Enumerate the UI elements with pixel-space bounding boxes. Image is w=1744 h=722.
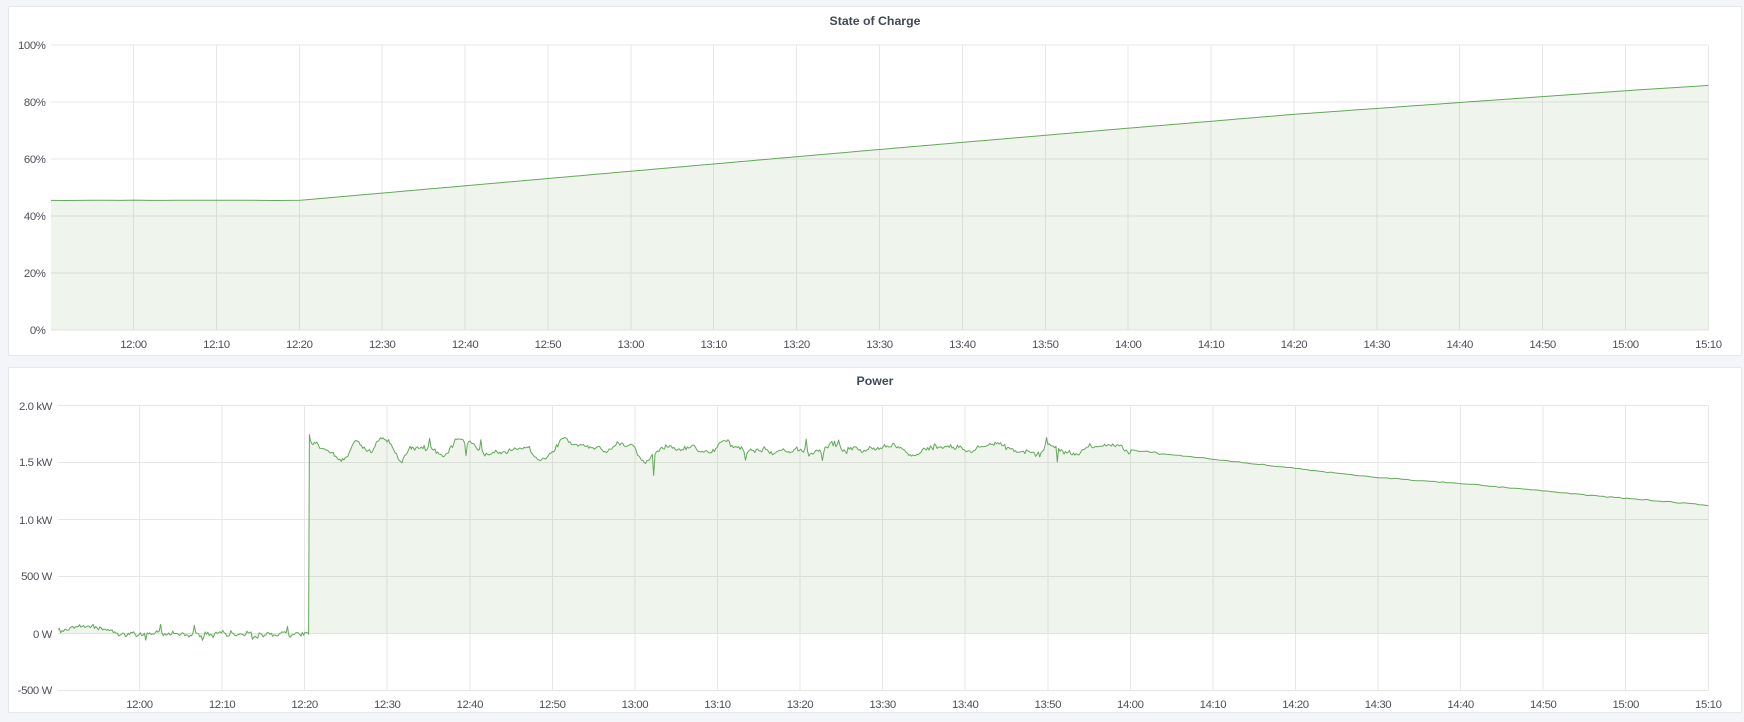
svg-text:60%: 60% bbox=[24, 154, 46, 166]
svg-text:500 W: 500 W bbox=[21, 571, 53, 583]
svg-text:0 W: 0 W bbox=[33, 629, 53, 641]
svg-text:15:00: 15:00 bbox=[1612, 699, 1639, 711]
svg-text:0%: 0% bbox=[30, 325, 46, 337]
svg-text:13:50: 13:50 bbox=[1035, 699, 1062, 711]
svg-text:13:10: 13:10 bbox=[700, 339, 727, 351]
svg-text:2.0 kW: 2.0 kW bbox=[19, 401, 53, 413]
svg-text:14:20: 14:20 bbox=[1281, 339, 1308, 351]
svg-text:12:40: 12:40 bbox=[452, 339, 479, 351]
svg-text:12:20: 12:20 bbox=[291, 699, 318, 711]
svg-text:1.0 kW: 1.0 kW bbox=[19, 515, 53, 527]
svg-text:12:50: 12:50 bbox=[539, 699, 566, 711]
svg-text:14:00: 14:00 bbox=[1115, 339, 1142, 351]
svg-text:40%: 40% bbox=[24, 211, 46, 223]
svg-text:13:20: 13:20 bbox=[787, 699, 814, 711]
svg-text:20%: 20% bbox=[24, 268, 46, 280]
svg-text:12:00: 12:00 bbox=[120, 339, 147, 351]
svg-text:12:30: 12:30 bbox=[374, 699, 401, 711]
svg-text:13:40: 13:40 bbox=[949, 339, 976, 351]
svg-text:13:40: 13:40 bbox=[952, 699, 979, 711]
svg-text:13:30: 13:30 bbox=[869, 699, 896, 711]
svg-text:-500 W: -500 W bbox=[18, 685, 53, 697]
svg-text:14:10: 14:10 bbox=[1200, 699, 1227, 711]
svg-text:13:00: 13:00 bbox=[618, 339, 645, 351]
svg-text:15:10: 15:10 bbox=[1695, 699, 1722, 711]
svg-text:14:40: 14:40 bbox=[1447, 699, 1474, 711]
svg-text:12:10: 12:10 bbox=[209, 699, 236, 711]
svg-text:12:50: 12:50 bbox=[535, 339, 562, 351]
svg-text:13:50: 13:50 bbox=[1032, 339, 1059, 351]
svg-text:12:30: 12:30 bbox=[369, 339, 396, 351]
svg-text:14:30: 14:30 bbox=[1364, 339, 1391, 351]
svg-text:14:50: 14:50 bbox=[1529, 339, 1556, 351]
svg-text:14:00: 14:00 bbox=[1117, 699, 1144, 711]
svg-text:13:20: 13:20 bbox=[783, 339, 810, 351]
svg-text:1.5 kW: 1.5 kW bbox=[19, 457, 53, 469]
svg-text:13:00: 13:00 bbox=[622, 699, 649, 711]
svg-text:14:10: 14:10 bbox=[1198, 339, 1225, 351]
svg-text:13:10: 13:10 bbox=[704, 699, 731, 711]
svg-text:15:00: 15:00 bbox=[1612, 339, 1639, 351]
svg-text:14:40: 14:40 bbox=[1446, 339, 1473, 351]
svg-text:80%: 80% bbox=[24, 97, 46, 109]
svg-text:12:00: 12:00 bbox=[126, 699, 153, 711]
svg-text:100%: 100% bbox=[18, 40, 46, 52]
svg-text:12:40: 12:40 bbox=[457, 699, 484, 711]
svg-text:14:20: 14:20 bbox=[1282, 699, 1309, 711]
svg-text:14:50: 14:50 bbox=[1530, 699, 1557, 711]
svg-text:12:20: 12:20 bbox=[286, 339, 313, 351]
svg-text:14:30: 14:30 bbox=[1365, 699, 1392, 711]
svg-text:12:10: 12:10 bbox=[203, 339, 230, 351]
svg-text:13:30: 13:30 bbox=[866, 339, 893, 351]
svg-text:15:10: 15:10 bbox=[1695, 339, 1722, 351]
